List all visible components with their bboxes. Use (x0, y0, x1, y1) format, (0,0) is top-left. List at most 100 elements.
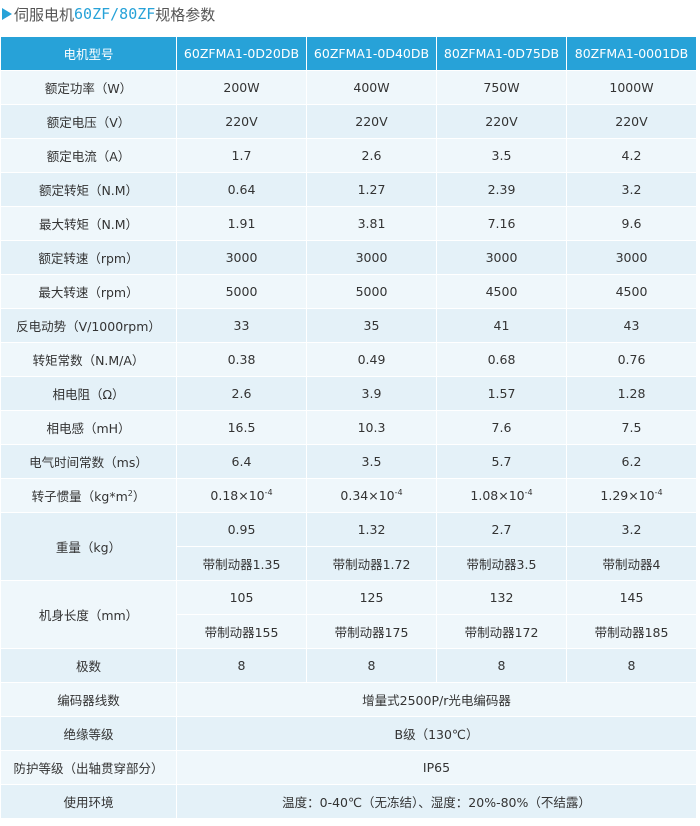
inertia-label-base: 转子惯量（kg*m (31, 489, 128, 504)
title-prefix: 伺服电机 (14, 5, 75, 24)
value-cell: 16.5 (176, 410, 307, 445)
value-cell: 3000 (306, 240, 437, 275)
value-cell: 1.57 (436, 376, 567, 411)
brake-value-cell: 带制动器3.5 (436, 546, 567, 581)
value-cell: 8 (306, 648, 437, 683)
shared-value-cell: 增量式2500P/r光电编码器 (176, 682, 697, 717)
row-label: 防护等级（出轴贯穿部分） (0, 750, 177, 785)
table-row: 带制动器1.35 带制动器1.72 带制动器3.5 带制动器4 (1, 546, 697, 581)
row-label: 转矩常数（N.M/A） (0, 342, 177, 377)
row-label: 额定转矩（N.M） (0, 172, 177, 207)
table-row: 相电感（mH） 16.5 10.3 7.6 7.5 (0, 410, 697, 445)
brake-value-cell: 带制动器155 (176, 614, 307, 649)
row-label: 额定功率（W） (0, 70, 177, 105)
value-cell: 7.16 (436, 206, 567, 241)
table-row: 最大转速（rpm） 5000 5000 4500 4500 (0, 274, 697, 309)
value-cell: 43 (566, 308, 697, 343)
table-row: 额定电流（A） 1.7 2.6 3.5 4.2 (0, 138, 697, 173)
inertia-value-base: 0.18×10 (210, 488, 265, 504)
table-row: 额定功率（W） 200W 400W 750W 1000W (0, 70, 697, 105)
row-label: 重量（kg） (0, 512, 177, 581)
value-cell: 3000 (436, 240, 567, 275)
inertia-value-base: 1.29×10 (600, 488, 655, 504)
header-cell: 80ZFMA1-0D75DB (436, 36, 567, 71)
row-label: 最大转速（rpm） (0, 274, 177, 309)
inertia-label-exp: 2 (127, 488, 133, 498)
value-cell: 1.32 (306, 512, 437, 547)
value-cell: 0.68 (436, 342, 567, 377)
brake-value-cell: 带制动器172 (436, 614, 567, 649)
value-cell: 132 (436, 580, 567, 615)
value-cell: 8 (176, 648, 307, 683)
value-cell: 4500 (566, 274, 697, 309)
inertia-value-exp: -4 (394, 487, 403, 497)
row-label: 编码器线数 (0, 682, 177, 717)
value-cell: 220V (436, 104, 567, 139)
header-cell: 80ZFMA1-0001DB (566, 36, 697, 71)
value-cell: 9.6 (566, 206, 697, 241)
value-cell: 125 (306, 580, 437, 615)
header-label: 电机型号 (0, 36, 177, 71)
value-cell: 1.29×10-4 (566, 478, 697, 513)
table-row: 绝缘等级 B级（130℃） (0, 716, 697, 751)
value-cell: 0.38 (176, 342, 307, 377)
table-row: 相电阻（Ω） 2.6 3.9 1.57 1.28 (0, 376, 697, 411)
value-cell: 3.2 (566, 172, 697, 207)
table-row: 带制动器155 带制动器175 带制动器172 带制动器185 (1, 614, 697, 649)
row-label: 绝缘等级 (0, 716, 177, 751)
value-cell: 1.91 (176, 206, 307, 241)
value-cell: 33 (176, 308, 307, 343)
table-row: 最大转矩（N.M） 1.91 3.81 7.16 9.6 (0, 206, 697, 241)
value-cell: 8 (436, 648, 567, 683)
value-cell: 3000 (176, 240, 307, 275)
inertia-label-end: ） (132, 489, 146, 504)
row-label: 最大转矩（N.M） (0, 206, 177, 241)
value-cell: 220V (176, 104, 307, 139)
table-row: 极数 8 8 8 8 (0, 648, 697, 683)
table-row: 机身长度（mm） 105 125 132 145 (0, 580, 697, 649)
inertia-value-base: 0.34×10 (340, 488, 395, 504)
value-cell: 5000 (306, 274, 437, 309)
value-cell: 4.2 (566, 138, 697, 173)
value-cell: 220V (566, 104, 697, 139)
row-label: 额定转速（rpm） (0, 240, 177, 275)
value-cell: 0.49 (306, 342, 437, 377)
shared-value-cell: B级（130℃） (176, 716, 697, 751)
value-cell: 200W (176, 70, 307, 105)
value-cell: 1.28 (566, 376, 697, 411)
header-cell: 60ZFMA1-0D40DB (306, 36, 437, 71)
value-cell: 6.4 (176, 444, 307, 479)
table-row: 防护等级（出轴贯穿部分） IP65 (0, 750, 697, 785)
brake-value-cell: 带制动器175 (306, 614, 437, 649)
table-row: 电气时间常数（ms） 6.4 3.5 5.7 6.2 (0, 444, 697, 479)
title-model: 60ZF/80ZF (74, 5, 156, 23)
page-title: 伺服电机 60ZF/80ZF 规格参数 (2, 2, 215, 26)
row-label: 机身长度（mm） (0, 580, 177, 649)
row-label: 转子惯量（kg*m2） (0, 478, 177, 513)
value-cell: 3.5 (306, 444, 437, 479)
row-label: 使用环境 (0, 784, 177, 819)
value-cell: 3.81 (306, 206, 437, 241)
value-cell: 145 (566, 580, 697, 615)
header-cell: 60ZFMA1-0D20DB (176, 36, 307, 71)
value-cell: 2.39 (436, 172, 567, 207)
row-label: 额定电压（V） (0, 104, 177, 139)
value-cell: 1.7 (176, 138, 307, 173)
value-cell: 1.27 (306, 172, 437, 207)
value-cell: 3.5 (436, 138, 567, 173)
value-cell: 1.08×10-4 (436, 478, 567, 513)
value-cell: 0.95 (176, 512, 307, 547)
row-label: 相电感（mH） (0, 410, 177, 445)
value-cell: 0.34×10-4 (306, 478, 437, 513)
inertia-value-exp: -4 (524, 487, 533, 497)
table-row: 编码器线数 增量式2500P/r光电编码器 (0, 682, 697, 717)
row-label: 反电动势（V/1000rpm） (0, 308, 177, 343)
inertia-value-exp: -4 (264, 487, 273, 497)
value-cell: 5.7 (436, 444, 567, 479)
row-label: 额定电流（A） (0, 138, 177, 173)
value-cell: 2.6 (306, 138, 437, 173)
shared-value-cell: 温度：0-40℃（无冻结）、湿度：20%-80%（不结露） (176, 784, 697, 819)
table-row: 额定电压（V） 220V 220V 220V 220V (0, 104, 697, 139)
